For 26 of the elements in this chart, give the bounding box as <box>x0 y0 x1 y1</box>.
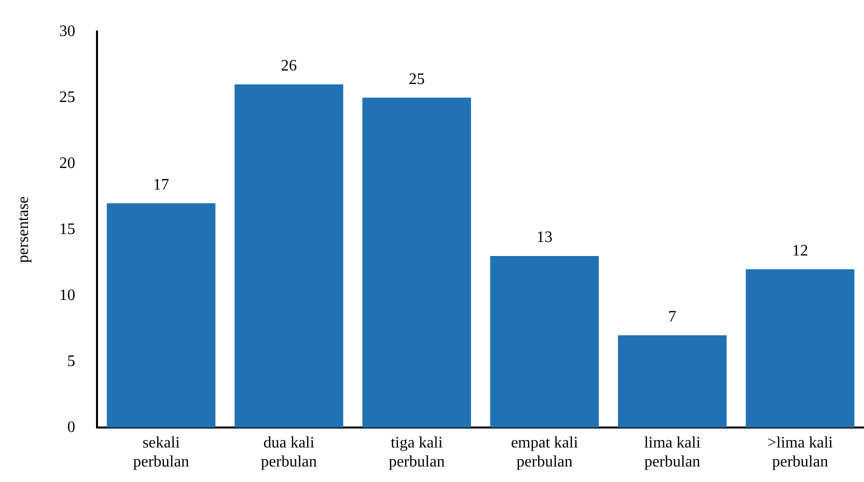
bar <box>106 203 216 428</box>
bar <box>490 256 599 428</box>
bar <box>362 98 472 428</box>
y-tick-label: 15 <box>59 220 76 238</box>
y-tick-label: 10 <box>59 286 76 304</box>
x-tick-label: lima kali perbulan <box>644 434 702 471</box>
x-tick-label: tiga kali perbulan <box>388 434 445 471</box>
x-tick-label: empat kali perbulan <box>510 434 579 471</box>
y-tick-label: 25 <box>59 88 76 106</box>
data-label: 17 <box>153 176 170 194</box>
bar <box>618 335 727 428</box>
y-tick-label: 5 <box>67 352 76 370</box>
data-label: 13 <box>536 229 552 246</box>
y-tick-label: 20 <box>59 154 76 172</box>
x-tick-label: >lima kali perbulan <box>767 434 834 471</box>
y-tick-label: 30 <box>59 22 76 40</box>
y-axis-title: persentase <box>14 196 32 263</box>
data-label: 7 <box>668 308 676 326</box>
data-label: 25 <box>408 70 425 88</box>
bar <box>234 84 344 428</box>
x-tick-label: dua kali perbulan <box>260 434 317 471</box>
x-tick-label: sekali perbulan <box>133 434 190 471</box>
data-label: 12 <box>792 242 808 260</box>
bar <box>746 269 854 428</box>
y-tick-label: 0 <box>67 418 76 436</box>
data-label: 26 <box>280 58 297 75</box>
